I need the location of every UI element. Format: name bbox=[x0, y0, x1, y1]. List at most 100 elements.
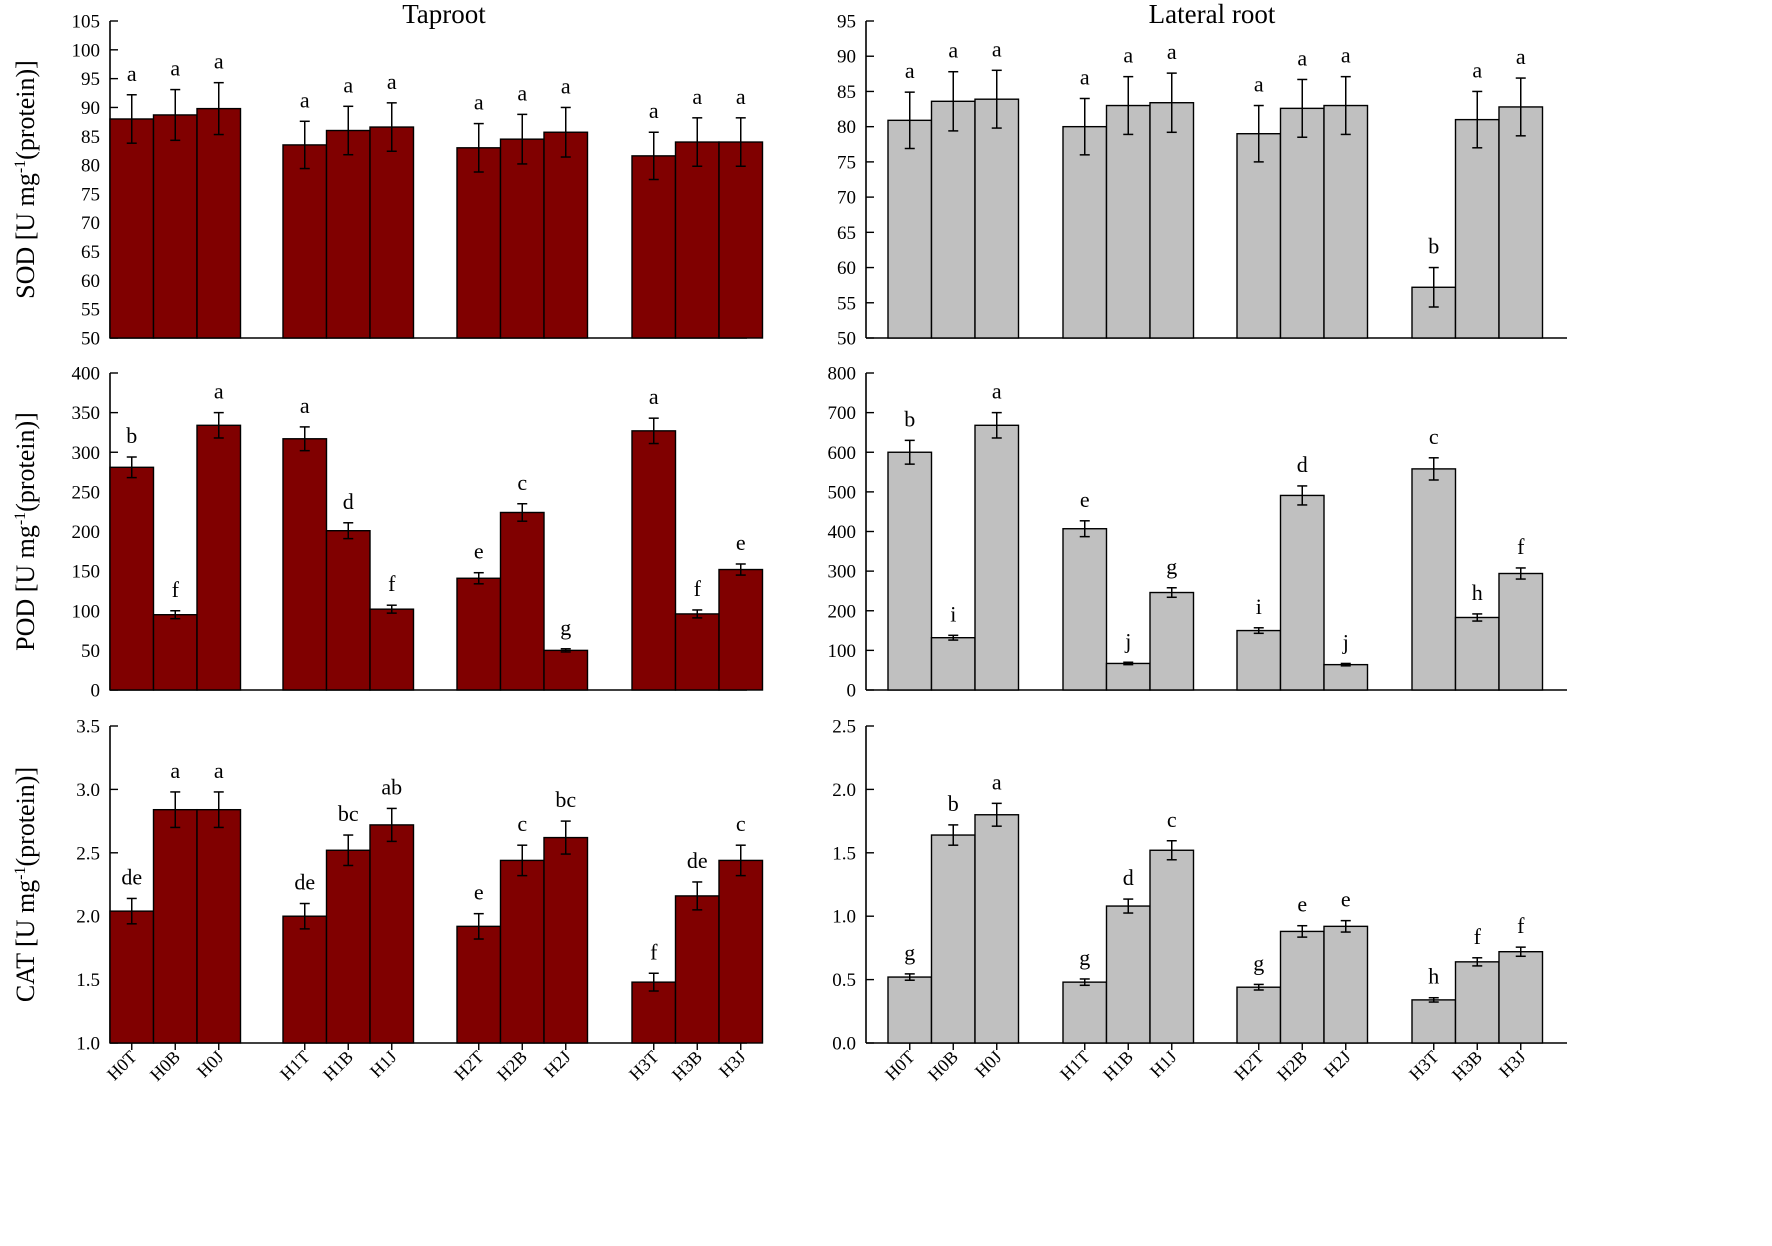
bar-H3B bbox=[674, 141, 720, 339]
x-category-label: H1J bbox=[1146, 1047, 1181, 1082]
significance-label: a bbox=[692, 84, 702, 109]
bar-H0T bbox=[887, 451, 933, 691]
x-category-label: H2J bbox=[540, 1047, 575, 1082]
y-tick-label: 2.0 bbox=[76, 907, 100, 928]
bar-H1B bbox=[325, 129, 371, 339]
bar-H0J bbox=[974, 424, 1020, 691]
bar-H1B bbox=[1105, 662, 1151, 691]
significance-label: b bbox=[948, 791, 959, 816]
bar-H1T bbox=[282, 144, 328, 339]
y-tick-label: 100 bbox=[828, 641, 857, 662]
y-tick-label: 80 bbox=[81, 156, 100, 177]
bar-H1T bbox=[282, 915, 328, 1044]
y-tick-label: 200 bbox=[828, 601, 857, 622]
bar-H0B bbox=[930, 636, 976, 691]
x-category-label: H0J bbox=[971, 1047, 1006, 1082]
significance-label: f bbox=[388, 571, 396, 596]
bar-H1B bbox=[1105, 905, 1151, 1044]
significance-label: c bbox=[517, 811, 527, 836]
y-tick-label: 0.0 bbox=[832, 1034, 856, 1055]
bar-H2T bbox=[456, 925, 502, 1044]
x-category-label: H0B bbox=[924, 1047, 962, 1085]
bar-H1B bbox=[1105, 104, 1151, 339]
y-tick-label: 0 bbox=[91, 681, 101, 702]
significance-label: h bbox=[1428, 964, 1439, 989]
bar-H2B bbox=[499, 511, 545, 691]
significance-label: a bbox=[1516, 44, 1526, 69]
significance-label: a bbox=[474, 90, 484, 115]
significance-label: a bbox=[214, 49, 224, 74]
significance-label: f bbox=[1474, 924, 1482, 949]
y-tick-label: 55 bbox=[81, 300, 100, 321]
significance-label: b bbox=[904, 406, 915, 431]
y-tick-label: 75 bbox=[81, 184, 100, 205]
y-tick-label: 1.0 bbox=[76, 1034, 100, 1055]
significance-label: a bbox=[992, 769, 1002, 794]
significance-label: a bbox=[905, 58, 915, 83]
bar-H3T bbox=[631, 430, 677, 691]
significance-label: a bbox=[561, 73, 571, 98]
y-tick-label: 2.5 bbox=[832, 717, 856, 738]
bar-H2J bbox=[543, 836, 589, 1044]
y-tick-label: 250 bbox=[72, 482, 101, 503]
significance-label: d bbox=[1123, 865, 1134, 890]
y-tick-label: 0.5 bbox=[832, 970, 856, 991]
significance-label: d bbox=[1297, 452, 1308, 477]
significance-label: i bbox=[1256, 594, 1262, 619]
y-tick-label: 300 bbox=[72, 443, 101, 464]
significance-label: bc bbox=[555, 787, 576, 812]
significance-label: a bbox=[387, 69, 397, 94]
y-tick-label: 85 bbox=[81, 127, 100, 148]
x-category-label: H2J bbox=[1320, 1047, 1355, 1082]
y-tick-label: 150 bbox=[72, 562, 101, 583]
significance-label: j bbox=[1124, 628, 1131, 653]
y-tick-label: 90 bbox=[81, 98, 100, 119]
bar-H2B bbox=[499, 859, 545, 1044]
significance-label: j bbox=[1342, 629, 1349, 654]
y-tick-label: 70 bbox=[81, 213, 100, 234]
x-category-label: H2T bbox=[1230, 1047, 1267, 1084]
y-tick-label: 1.0 bbox=[832, 907, 856, 928]
y-tick-label: 100 bbox=[72, 601, 101, 622]
y-tick-label: 65 bbox=[81, 242, 100, 263]
chart-panel-lateral-sod: Lateral root 50 55 60 65 70 75 80 85 90 95 a a a a a a a a… bbox=[837, 0, 1567, 350]
x-category-label: H1B bbox=[319, 1047, 357, 1085]
bar-H1B bbox=[325, 849, 371, 1044]
significance-label: a bbox=[1297, 45, 1307, 70]
significance-label: a bbox=[517, 80, 527, 105]
significance-label: a bbox=[1472, 57, 1482, 82]
y-tick-label: 2.5 bbox=[76, 843, 100, 864]
significance-label: ab bbox=[381, 774, 402, 799]
x-category-label: H0B bbox=[146, 1047, 184, 1085]
significance-label: f bbox=[172, 577, 180, 602]
bar-H2J bbox=[1323, 663, 1369, 691]
y-tick-label: 800 bbox=[828, 364, 857, 385]
significance-label: f bbox=[1517, 913, 1525, 938]
significance-label: a bbox=[300, 393, 310, 418]
significance-label: c bbox=[517, 470, 527, 495]
significance-label: a bbox=[736, 84, 746, 109]
significance-label: de bbox=[121, 864, 142, 889]
bar-H0J bbox=[196, 107, 242, 339]
bar-H2T bbox=[1236, 629, 1282, 691]
bar-H2B bbox=[1279, 930, 1325, 1044]
y-axis-label: POD [U mg-1(protein)] bbox=[11, 412, 40, 651]
significance-label: a bbox=[1341, 43, 1351, 68]
significance-label: e bbox=[474, 880, 484, 905]
x-category-label: H1T bbox=[276, 1047, 313, 1084]
y-tick-label: 70 bbox=[837, 188, 856, 209]
y-tick-label: 300 bbox=[828, 562, 857, 583]
x-category-label: H3T bbox=[1405, 1047, 1442, 1084]
significance-label: a bbox=[1123, 43, 1133, 68]
chart-panel-taproot-sod: Taproot SOD [U mg-1(protein)] 50 55 60 65 70 75… bbox=[11, 0, 764, 350]
y-tick-label: 1.5 bbox=[76, 970, 100, 991]
bar-H2J bbox=[543, 649, 589, 691]
significance-label: g bbox=[1166, 554, 1177, 579]
bar-H1J bbox=[1149, 102, 1195, 339]
bar-H1J bbox=[1149, 591, 1195, 691]
y-tick-label: 60 bbox=[837, 258, 856, 279]
significance-label: g bbox=[560, 615, 571, 640]
y-tick-label: 1.5 bbox=[832, 843, 856, 864]
x-category-label: H2B bbox=[493, 1047, 531, 1085]
bar-H0B bbox=[152, 114, 198, 339]
